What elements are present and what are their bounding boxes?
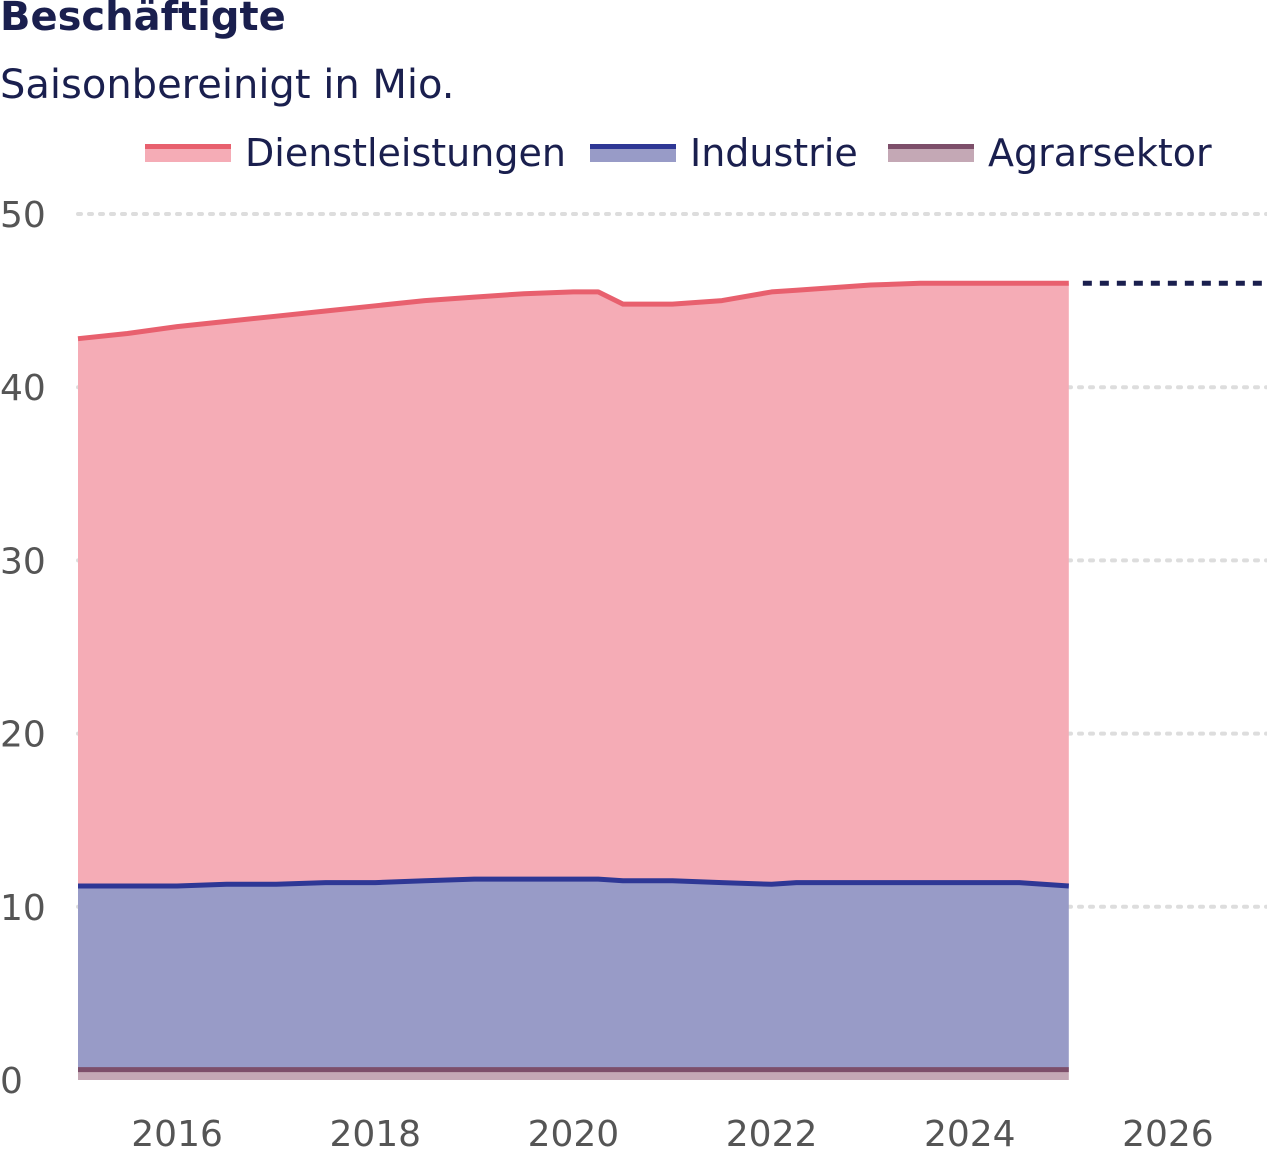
areas	[78, 283, 1069, 1080]
y-tick-label: 50	[0, 195, 46, 236]
area-dienstleistungen	[78, 283, 1069, 886]
line-industrie	[78, 876, 1069, 889]
line-dienstleistungen	[77, 280, 1069, 342]
x-axis: 2016 2018 2020 2022 2024 2026	[131, 1114, 1213, 1152]
legend-swatch-line	[888, 144, 974, 149]
legend-item: Industrie	[590, 131, 858, 175]
y-tick-label: 20	[0, 715, 46, 756]
y-tick-label: 40	[0, 368, 46, 409]
y-tick-label: 30	[0, 541, 46, 582]
legend-label: Industrie	[690, 131, 858, 175]
y-tick-label: 10	[0, 888, 46, 929]
x-tick-label: 2022	[726, 1114, 818, 1152]
chart-subtitle: Saisonbereinigt in Mio.	[0, 62, 455, 108]
y-axis: 0 10 20 30 40 50	[0, 195, 46, 1102]
y-tick-label: 0	[0, 1061, 23, 1102]
lines	[77, 280, 1267, 1073]
legend: Dienstleistungen Industrie Agrarsektor	[145, 131, 1212, 175]
x-tick-label: 2016	[131, 1114, 223, 1152]
area-agrarsektor	[78, 1069, 1069, 1080]
x-tick-label: 2018	[329, 1114, 421, 1152]
legend-item: Dienstleistungen	[145, 131, 566, 175]
legend-label: Dienstleistungen	[245, 131, 566, 175]
legend-swatch-line	[145, 144, 231, 149]
x-tick-label: 2026	[1122, 1114, 1214, 1152]
legend-item: Agrarsektor	[888, 131, 1212, 175]
area-industrie	[78, 879, 1069, 1070]
legend-swatch-line	[590, 144, 676, 149]
x-tick-label: 2020	[528, 1114, 620, 1152]
legend-label: Agrarsektor	[988, 131, 1212, 175]
x-tick-label: 2024	[924, 1114, 1016, 1152]
chart-title: Beschäftigte	[0, 0, 286, 40]
